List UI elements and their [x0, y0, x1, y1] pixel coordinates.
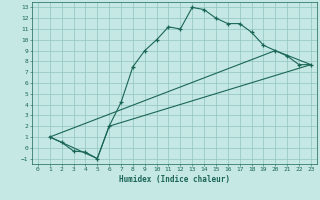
X-axis label: Humidex (Indice chaleur): Humidex (Indice chaleur): [119, 175, 230, 184]
